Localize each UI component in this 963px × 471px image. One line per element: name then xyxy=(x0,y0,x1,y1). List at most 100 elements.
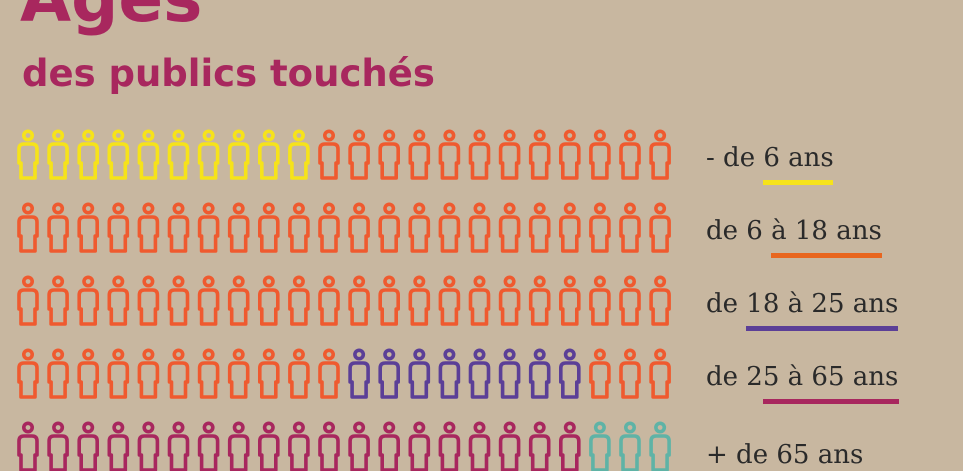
person-outline-icon xyxy=(257,202,280,253)
page-title: Âges xyxy=(20,0,202,32)
person-outline-icon xyxy=(197,421,220,471)
person-outline-icon xyxy=(558,348,581,399)
icon-row xyxy=(17,421,671,471)
person-outline-icon xyxy=(348,348,370,399)
person-outline-icon xyxy=(589,129,611,180)
age-underline-bar xyxy=(746,326,898,331)
person-outline-icon xyxy=(167,275,190,326)
person-outline-icon xyxy=(107,129,130,180)
age-label-text: + de 65 ans xyxy=(706,440,864,470)
person-outline-icon xyxy=(318,275,340,326)
person-outline-icon xyxy=(288,421,310,471)
person-outline-icon xyxy=(589,421,611,471)
person-outline-icon xyxy=(17,348,39,399)
person-outline-icon xyxy=(318,421,340,471)
person-outline-icon xyxy=(528,421,551,471)
person-outline-icon xyxy=(468,348,491,399)
person-outline-icon xyxy=(227,275,250,326)
age-underline-bar xyxy=(763,180,833,185)
person-outline-icon xyxy=(167,421,190,471)
person-outline-icon xyxy=(619,202,641,253)
person-outline-icon xyxy=(468,202,491,253)
person-outline-icon xyxy=(47,348,69,399)
person-outline-icon xyxy=(528,348,551,399)
person-outline-icon xyxy=(288,275,310,326)
person-outline-icon xyxy=(257,275,280,326)
person-outline-icon xyxy=(408,202,431,253)
age-label-text: de 2 xyxy=(706,362,763,392)
person-outline-icon xyxy=(589,275,611,326)
person-outline-icon xyxy=(468,129,491,180)
age-label: + de 65 ans xyxy=(706,440,863,470)
person-outline-icon xyxy=(227,421,250,471)
person-outline-icon xyxy=(167,129,190,180)
person-outline-icon xyxy=(378,421,401,471)
person-outline-icon xyxy=(348,129,370,180)
person-outline-icon xyxy=(77,421,99,471)
person-outline-icon xyxy=(558,421,581,471)
person-outline-icon xyxy=(227,202,250,253)
person-outline-icon xyxy=(438,275,461,326)
person-outline-icon xyxy=(438,202,461,253)
person-outline-icon xyxy=(47,129,69,180)
person-outline-icon xyxy=(197,129,220,180)
person-outline-icon xyxy=(257,421,280,471)
person-outline-icon xyxy=(227,129,250,180)
person-outline-icon xyxy=(589,348,611,399)
person-outline-icon xyxy=(288,348,310,399)
age-label: de 25 à 65 ans xyxy=(706,362,898,392)
age-underline-bar xyxy=(771,253,882,258)
person-outline-icon xyxy=(589,202,611,253)
age-label-underlined-text: 5 à 65 ans xyxy=(762,362,899,392)
person-outline-icon xyxy=(438,421,461,471)
age-label-underlined-text: à 18 ans xyxy=(771,216,882,246)
person-outline-icon xyxy=(17,129,39,180)
person-outline-icon xyxy=(137,129,160,180)
person-outline-icon xyxy=(47,421,69,471)
person-outline-icon xyxy=(318,348,340,399)
page-subtitle: des publics touchés xyxy=(22,52,435,95)
age-label-text: de 6 xyxy=(706,216,772,246)
person-outline-icon xyxy=(348,421,370,471)
person-outline-icon xyxy=(77,275,99,326)
person-outline-icon xyxy=(348,275,370,326)
person-outline-icon xyxy=(77,348,99,399)
person-outline-icon xyxy=(288,202,310,253)
person-outline-icon xyxy=(408,421,431,471)
person-outline-icon xyxy=(378,348,401,399)
icon-row xyxy=(17,202,671,253)
person-outline-icon xyxy=(498,202,521,253)
icon-row xyxy=(17,129,671,180)
person-outline-icon xyxy=(167,348,190,399)
person-outline-icon xyxy=(47,202,69,253)
person-outline-icon xyxy=(197,202,220,253)
person-outline-icon xyxy=(438,129,461,180)
person-outline-icon xyxy=(498,348,521,399)
person-outline-icon xyxy=(649,129,671,180)
person-outline-icon xyxy=(318,129,340,180)
person-outline-icon xyxy=(77,202,99,253)
person-outline-icon xyxy=(408,348,431,399)
age-label: - de 6 ans xyxy=(706,143,834,173)
person-outline-icon xyxy=(107,275,130,326)
person-outline-icon xyxy=(17,275,39,326)
icon-row xyxy=(17,275,671,326)
age-label: de 18 à 25 ans xyxy=(706,289,898,319)
person-outline-icon xyxy=(137,202,160,253)
person-outline-icon xyxy=(468,421,491,471)
person-outline-icon xyxy=(619,275,641,326)
age-underline-bar xyxy=(763,399,899,404)
person-outline-icon xyxy=(528,275,551,326)
person-outline-icon xyxy=(348,202,370,253)
person-outline-icon xyxy=(619,421,641,471)
person-outline-icon xyxy=(498,129,521,180)
person-outline-icon xyxy=(197,348,220,399)
person-outline-icon xyxy=(227,348,250,399)
person-outline-icon xyxy=(408,129,431,180)
age-label-underlined-text: 18 à 25 ans xyxy=(746,289,899,319)
person-outline-icon xyxy=(137,421,160,471)
age-label-text: - de xyxy=(706,143,764,173)
person-outline-icon xyxy=(619,348,641,399)
person-outline-icon xyxy=(137,348,160,399)
